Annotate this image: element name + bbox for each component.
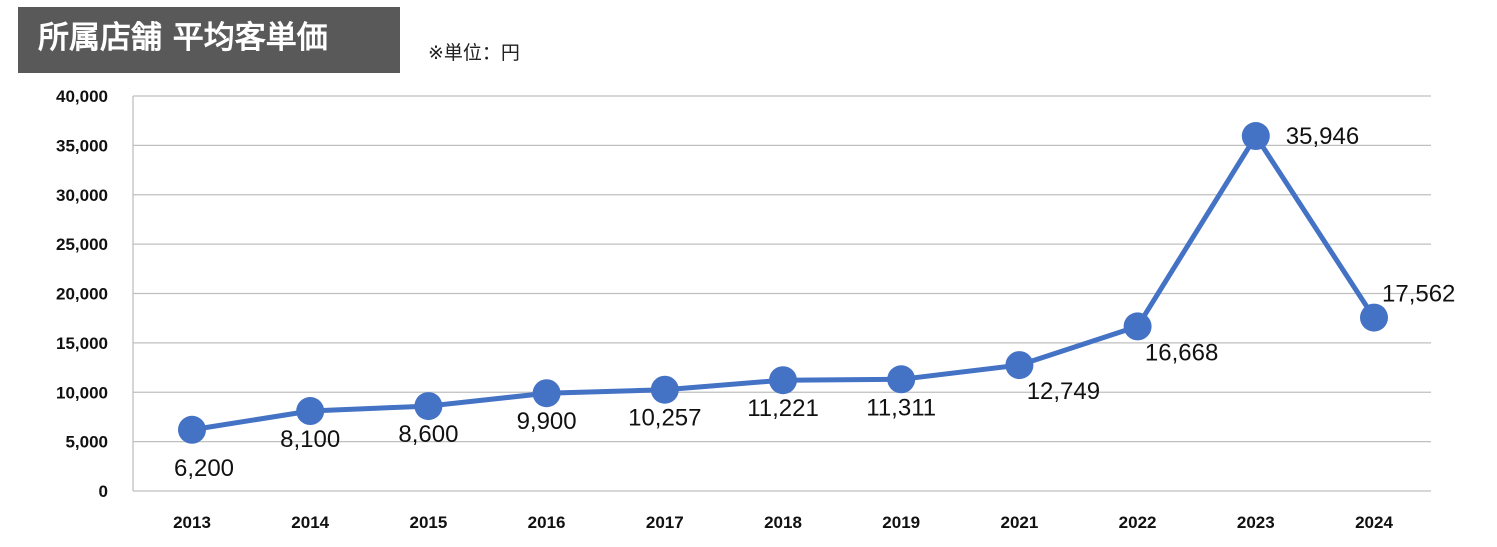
y-tick-label: 35,000 [56,136,108,155]
data-label: 6,200 [174,455,234,482]
x-tick-label: 2014 [291,513,329,532]
y-tick-label: 0 [99,482,108,501]
x-tick-label: 2021 [1000,513,1038,532]
x-tick-label: 2016 [528,513,566,532]
data-label: 8,100 [280,426,340,453]
y-tick-label: 20,000 [56,285,108,304]
y-tick-label: 25,000 [56,235,108,254]
data-label: 17,562 [1382,281,1455,308]
data-label: 11,221 [747,395,819,422]
data-label: 10,257 [628,405,701,432]
data-point [296,397,325,426]
x-tick-label: 2017 [646,513,684,532]
data-point [887,365,916,394]
x-tick-label: 2019 [882,513,920,532]
data-point [1360,303,1388,332]
data-label: 8,600 [398,421,458,448]
data-label: 12,749 [1027,378,1100,405]
y-tick-label: 5,000 [65,433,108,452]
x-tick-label: 2015 [409,513,447,532]
chart-title: 所属店舗 平均客単価 [18,7,400,73]
data-point [532,379,561,408]
x-tick-label: 2013 [173,513,211,532]
x-tick-label: 2023 [1237,513,1275,532]
data-point [178,415,206,444]
y-tick-label: 40,000 [56,87,108,106]
data-label: 35,946 [1286,123,1359,150]
data-label: 16,668 [1145,339,1218,366]
data-point [769,366,797,395]
data-label: 11,311 [866,394,936,421]
data-point [1241,122,1270,151]
x-tick-label: 2022 [1119,513,1157,532]
data-point [650,375,679,404]
y-tick-label: 15,000 [56,334,108,353]
x-tick-label: 2018 [764,513,802,532]
y-tick-label: 10,000 [56,383,108,402]
data-point [414,392,443,421]
data-point [1123,312,1152,341]
y-tick-label: 30,000 [56,186,108,205]
data-label: 9,900 [517,408,577,435]
unit-note: ※単位：円 [428,42,520,64]
x-tick-label: 2024 [1355,513,1393,532]
data-point [1005,351,1034,380]
